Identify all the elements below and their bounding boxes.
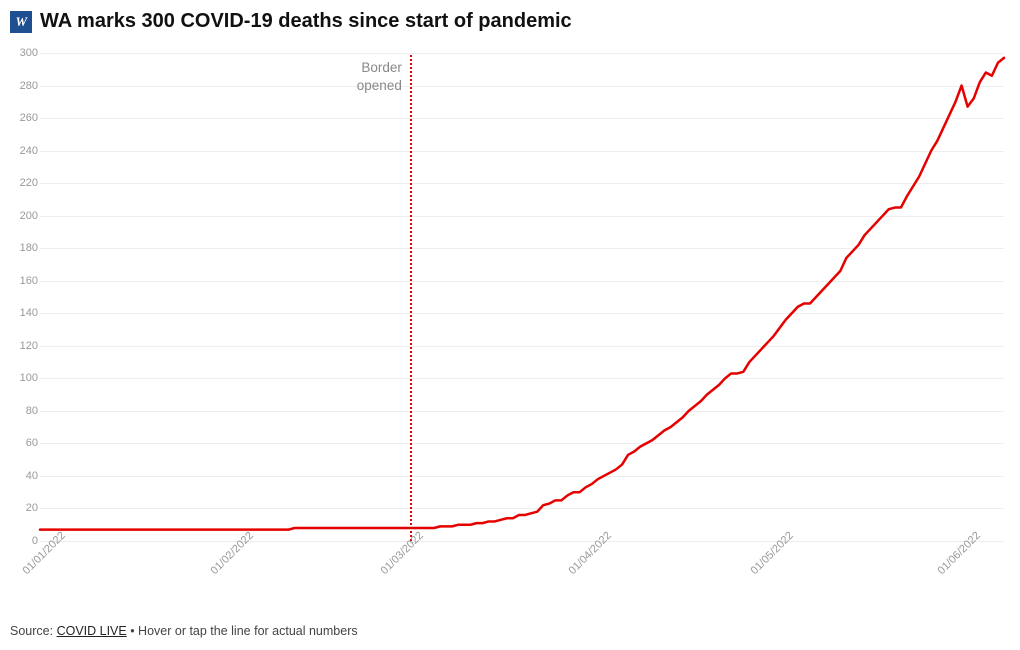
y-axis-tick-label: 240 [14, 145, 38, 157]
publisher-logo-icon: W [10, 11, 32, 33]
chart-title: WA marks 300 COVID-19 deaths since start… [40, 10, 572, 33]
y-axis-tick-label: 300 [14, 47, 38, 59]
y-axis-tick-label: 140 [14, 307, 38, 319]
gridline-horizontal [40, 541, 1004, 542]
y-axis-tick-label: 60 [14, 437, 38, 449]
y-axis-tick-label: 200 [14, 210, 38, 222]
y-axis-tick-label: 160 [14, 275, 38, 287]
source-link[interactable]: COVID LIVE [57, 624, 127, 638]
y-axis-tick-label: 0 [14, 535, 38, 547]
footer-hint: • Hover or tap the line for actual numbe… [127, 624, 358, 638]
y-axis-tick-label: 180 [14, 242, 38, 254]
y-axis-tick-label: 220 [14, 177, 38, 189]
data-line[interactable] [40, 53, 1004, 541]
y-axis-tick-label: 100 [14, 372, 38, 384]
y-axis-tick-label: 80 [14, 405, 38, 417]
y-axis-tick-label: 280 [14, 80, 38, 92]
chart-container: W WA marks 300 COVID-19 deaths since sta… [0, 0, 1020, 650]
y-axis-tick-label: 260 [14, 112, 38, 124]
y-axis-tick-label: 40 [14, 470, 38, 482]
chart-footer: Source: COVID LIVE • Hover or tap the li… [10, 624, 358, 638]
chart-area[interactable]: Border opened 0 20 40 60 80 100 120 140 160 180 20… [10, 39, 1010, 599]
plot-area: Border opened [40, 53, 1004, 541]
y-axis-tick-label: 120 [14, 340, 38, 352]
source-label: Source: [10, 624, 57, 638]
y-axis-tick-label: 20 [14, 502, 38, 514]
header: W WA marks 300 COVID-19 deaths since sta… [0, 0, 1020, 39]
